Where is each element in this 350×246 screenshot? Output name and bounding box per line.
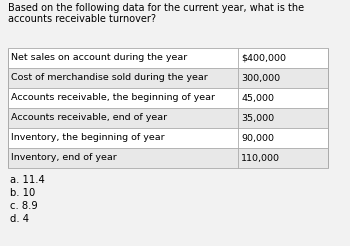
Text: 90,000: 90,000	[241, 134, 274, 142]
Text: Inventory, end of year: Inventory, end of year	[11, 154, 117, 163]
Bar	[8, 48, 328, 68]
Bar	[8, 128, 328, 148]
Text: $400,000: $400,000	[241, 53, 286, 62]
Text: Accounts receivable, end of year: Accounts receivable, end of year	[11, 113, 167, 123]
Text: Inventory, the beginning of year: Inventory, the beginning of year	[11, 134, 164, 142]
Text: d. 4: d. 4	[10, 214, 29, 224]
Bar	[8, 88, 328, 108]
Text: accounts receivable turnover?: accounts receivable turnover?	[8, 14, 156, 24]
Bar	[8, 68, 328, 88]
Text: c. 8.9: c. 8.9	[10, 201, 38, 211]
Text: Based on the following data for the current year, what is the: Based on the following data for the curr…	[8, 3, 304, 13]
Text: a. 11.4: a. 11.4	[10, 175, 45, 185]
Bar	[8, 108, 328, 128]
Bar	[8, 148, 328, 168]
Text: 45,000: 45,000	[241, 93, 274, 103]
Text: Net sales on account during the year: Net sales on account during the year	[11, 53, 187, 62]
Text: 110,000: 110,000	[241, 154, 280, 163]
Text: 35,000: 35,000	[241, 113, 274, 123]
Text: Cost of merchandise sold during the year: Cost of merchandise sold during the year	[11, 74, 208, 82]
Text: b. 10: b. 10	[10, 188, 35, 198]
Text: 300,000: 300,000	[241, 74, 280, 82]
Text: Accounts receivable, the beginning of year: Accounts receivable, the beginning of ye…	[11, 93, 215, 103]
